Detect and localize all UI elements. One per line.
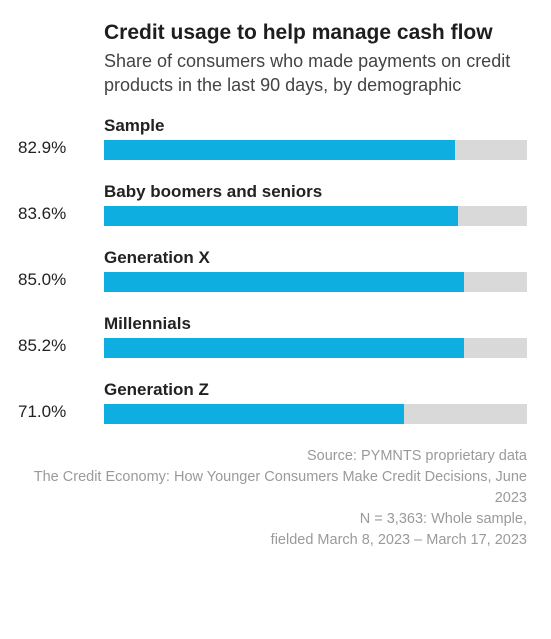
bar-track <box>104 140 527 160</box>
footer-source-line: Source: PYMNTS proprietary data <box>24 446 527 467</box>
bar-percent-label: 71.0% <box>18 402 96 422</box>
bar-percent-label: 82.9% <box>18 138 96 158</box>
bar-fill <box>104 404 404 424</box>
bar-track <box>104 338 527 358</box>
bar-percent-label: 83.6% <box>18 204 96 224</box>
chart-title: Credit usage to help manage cash flow <box>104 20 527 45</box>
bar-row: 83.6% Baby boomers and seniors <box>104 182 527 226</box>
chart-subtitle: Share of consumers who made payments on … <box>104 49 527 98</box>
footer-n-line: N = 3,363: Whole sample, <box>24 509 527 530</box>
footer-field-dates-line: fielded March 8, 2023 – March 17, 2023 <box>24 530 527 551</box>
bar-track <box>104 206 527 226</box>
bar-track <box>104 404 527 424</box>
bar-category-label: Generation Z <box>104 380 527 400</box>
bar-row: 85.2% Millennials <box>104 314 527 358</box>
bar-fill <box>104 272 464 292</box>
bar-fill <box>104 338 464 358</box>
bar-percent-label: 85.0% <box>18 270 96 290</box>
bar-percent-label: 85.2% <box>18 336 96 356</box>
bar-track <box>104 272 527 292</box>
bar-row: 85.0% Generation X <box>104 248 527 292</box>
bar-fill <box>104 206 458 226</box>
bar-category-label: Sample <box>104 116 527 136</box>
bar-group: 82.9% Sample 83.6% Baby boomers and seni… <box>104 116 527 424</box>
chart-footer: Source: PYMNTS proprietary data The Cred… <box>24 446 527 551</box>
footer-report-line: The Credit Economy: How Younger Consumer… <box>24 467 527 509</box>
bar-fill <box>104 140 455 160</box>
bar-row: 71.0% Generation Z <box>104 380 527 424</box>
bar-category-label: Millennials <box>104 314 527 334</box>
bar-row: 82.9% Sample <box>104 116 527 160</box>
bar-category-label: Baby boomers and seniors <box>104 182 527 202</box>
bar-category-label: Generation X <box>104 248 527 268</box>
content-column: Credit usage to help manage cash flow Sh… <box>104 20 527 424</box>
chart-page: Credit usage to help manage cash flow Sh… <box>0 0 551 639</box>
